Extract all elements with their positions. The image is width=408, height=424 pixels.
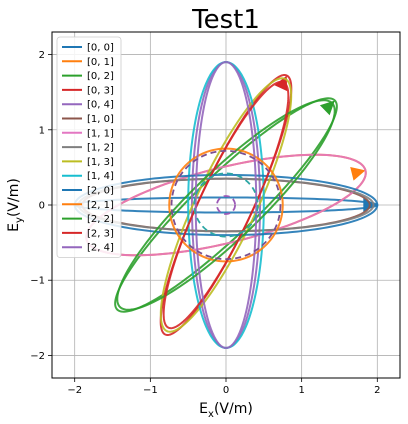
legend-label: [0, 0]	[87, 43, 114, 54]
legend-label: [2, 2]	[87, 214, 114, 225]
series-2-2-line	[116, 99, 336, 311]
legend-label: [2, 1]	[87, 200, 114, 211]
series-1-3-line	[159, 77, 293, 333]
y-tick-label: −2	[30, 351, 45, 362]
dashed-circle-3	[216, 195, 236, 215]
y-tick-label: 0	[39, 201, 45, 212]
dashed-circle-2	[193, 172, 259, 238]
legend: [0, 0] [0, 1] [0, 2] [0, 3] [0, 4] [1, 0] [1, …	[56, 36, 122, 258]
plot-border	[51, 31, 401, 379]
x-tick-label: 1	[298, 385, 304, 396]
series-0-2-arrowhead	[319, 100, 335, 116]
legend-label: [2, 3]	[87, 228, 114, 239]
x-tick-label: −2	[67, 385, 82, 396]
legend-label: [0, 2]	[87, 71, 114, 82]
series-2-3-line	[162, 80, 290, 330]
legend-label: [2, 0]	[87, 186, 114, 197]
chart-title: Test1	[191, 5, 260, 35]
series-0-2-line	[114, 97, 338, 313]
legend-box	[56, 36, 122, 258]
x-tick-label: 0	[223, 385, 229, 396]
legend-label: [1, 0]	[87, 114, 114, 125]
series-0-1-arrowhead	[350, 167, 366, 181]
legend-label: [2, 4]	[87, 243, 114, 254]
series-2-4-line	[194, 61, 258, 349]
y-tick-label: −1	[30, 276, 45, 287]
y-tick-label: 2	[39, 50, 45, 61]
legend-label: [1, 2]	[87, 143, 114, 154]
legend-label: [0, 3]	[87, 85, 114, 96]
x-axis-label: Ex(V/m)	[199, 401, 253, 420]
x-tick-label: 2	[374, 385, 380, 396]
legend-label: [1, 3]	[87, 157, 114, 168]
legend-label: [0, 1]	[87, 57, 114, 68]
ticks-layer: −2 −1 0 1 2 −2 −1 0 1 2	[30, 50, 380, 396]
dashed-circle-1	[170, 149, 282, 261]
legend-label: [1, 1]	[87, 128, 114, 139]
y-tick-label: 1	[39, 125, 45, 136]
legend-label: [0, 4]	[87, 100, 114, 111]
y-axis-label: Ey(V/m)	[6, 178, 25, 232]
x-tick-label: −1	[143, 385, 158, 396]
legend-label: [1, 4]	[87, 171, 114, 182]
